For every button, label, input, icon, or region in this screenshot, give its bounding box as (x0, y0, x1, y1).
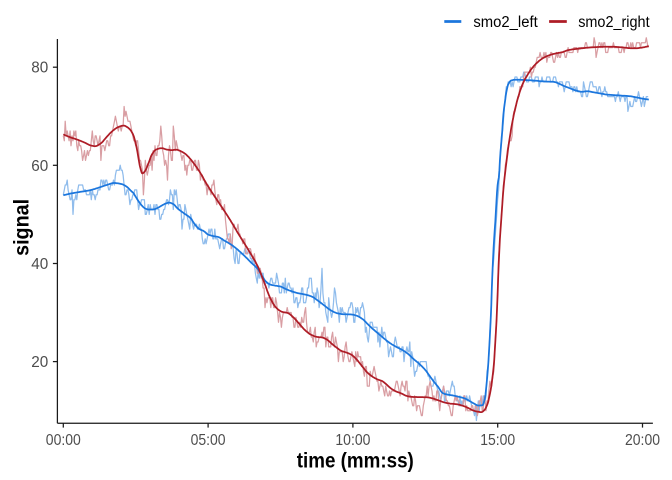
svg-text:40: 40 (31, 256, 48, 273)
svg-text:20: 20 (31, 354, 48, 371)
svg-text:60: 60 (31, 158, 48, 175)
svg-text:signal: signal (11, 199, 34, 256)
svg-text:00:00: 00:00 (46, 432, 81, 449)
svg-text:smo2_right: smo2_right (578, 14, 650, 31)
svg-text:80: 80 (31, 60, 48, 77)
svg-text:smo2_left: smo2_left (473, 14, 538, 31)
svg-text:20:00: 20:00 (625, 432, 660, 449)
svg-text:10:00: 10:00 (335, 432, 370, 449)
svg-text:time (mm:ss): time (mm:ss) (297, 450, 414, 473)
svg-text:15:00: 15:00 (480, 432, 515, 449)
svg-text:05:00: 05:00 (191, 432, 226, 449)
